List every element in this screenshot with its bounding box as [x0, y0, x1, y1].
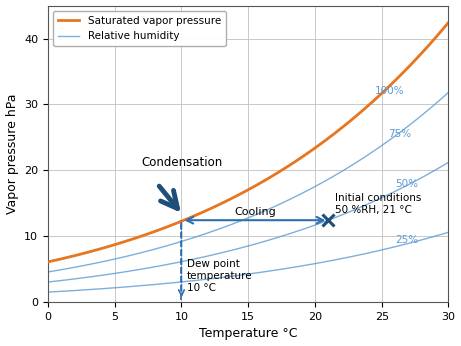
Text: 75%: 75% [388, 129, 412, 139]
Saturated vapor pressure [284, 165, 289, 170]
Text: Initial conditions
50 %RH, 21 °C: Initial conditions 50 %RH, 21 °C [335, 193, 421, 215]
Legend: Saturated vapor pressure, Relative humidity: Saturated vapor pressure, Relative humid… [53, 11, 226, 46]
Line: Saturated vapor pressure: Saturated vapor pressure [48, 22, 449, 262]
Saturated vapor pressure [290, 161, 296, 165]
Saturated vapor pressure [408, 62, 414, 66]
Saturated vapor pressure [446, 20, 451, 25]
X-axis label: Temperature °C: Temperature °C [199, 327, 297, 340]
Text: 50%: 50% [395, 180, 418, 189]
Text: Cooling: Cooling [234, 207, 276, 217]
Text: Dew point
temperature
10 °C: Dew point temperature 10 °C [187, 259, 253, 292]
Y-axis label: Vapor pressure hPa: Vapor pressure hPa [6, 94, 18, 214]
Saturated vapor pressure [282, 166, 288, 170]
Saturated vapor pressure [47, 260, 52, 264]
Text: Condensation: Condensation [142, 156, 223, 169]
Text: 100%: 100% [375, 86, 404, 96]
Saturated vapor pressure [383, 88, 388, 92]
Text: 25%: 25% [395, 235, 418, 245]
Saturated vapor pressure [45, 260, 51, 264]
